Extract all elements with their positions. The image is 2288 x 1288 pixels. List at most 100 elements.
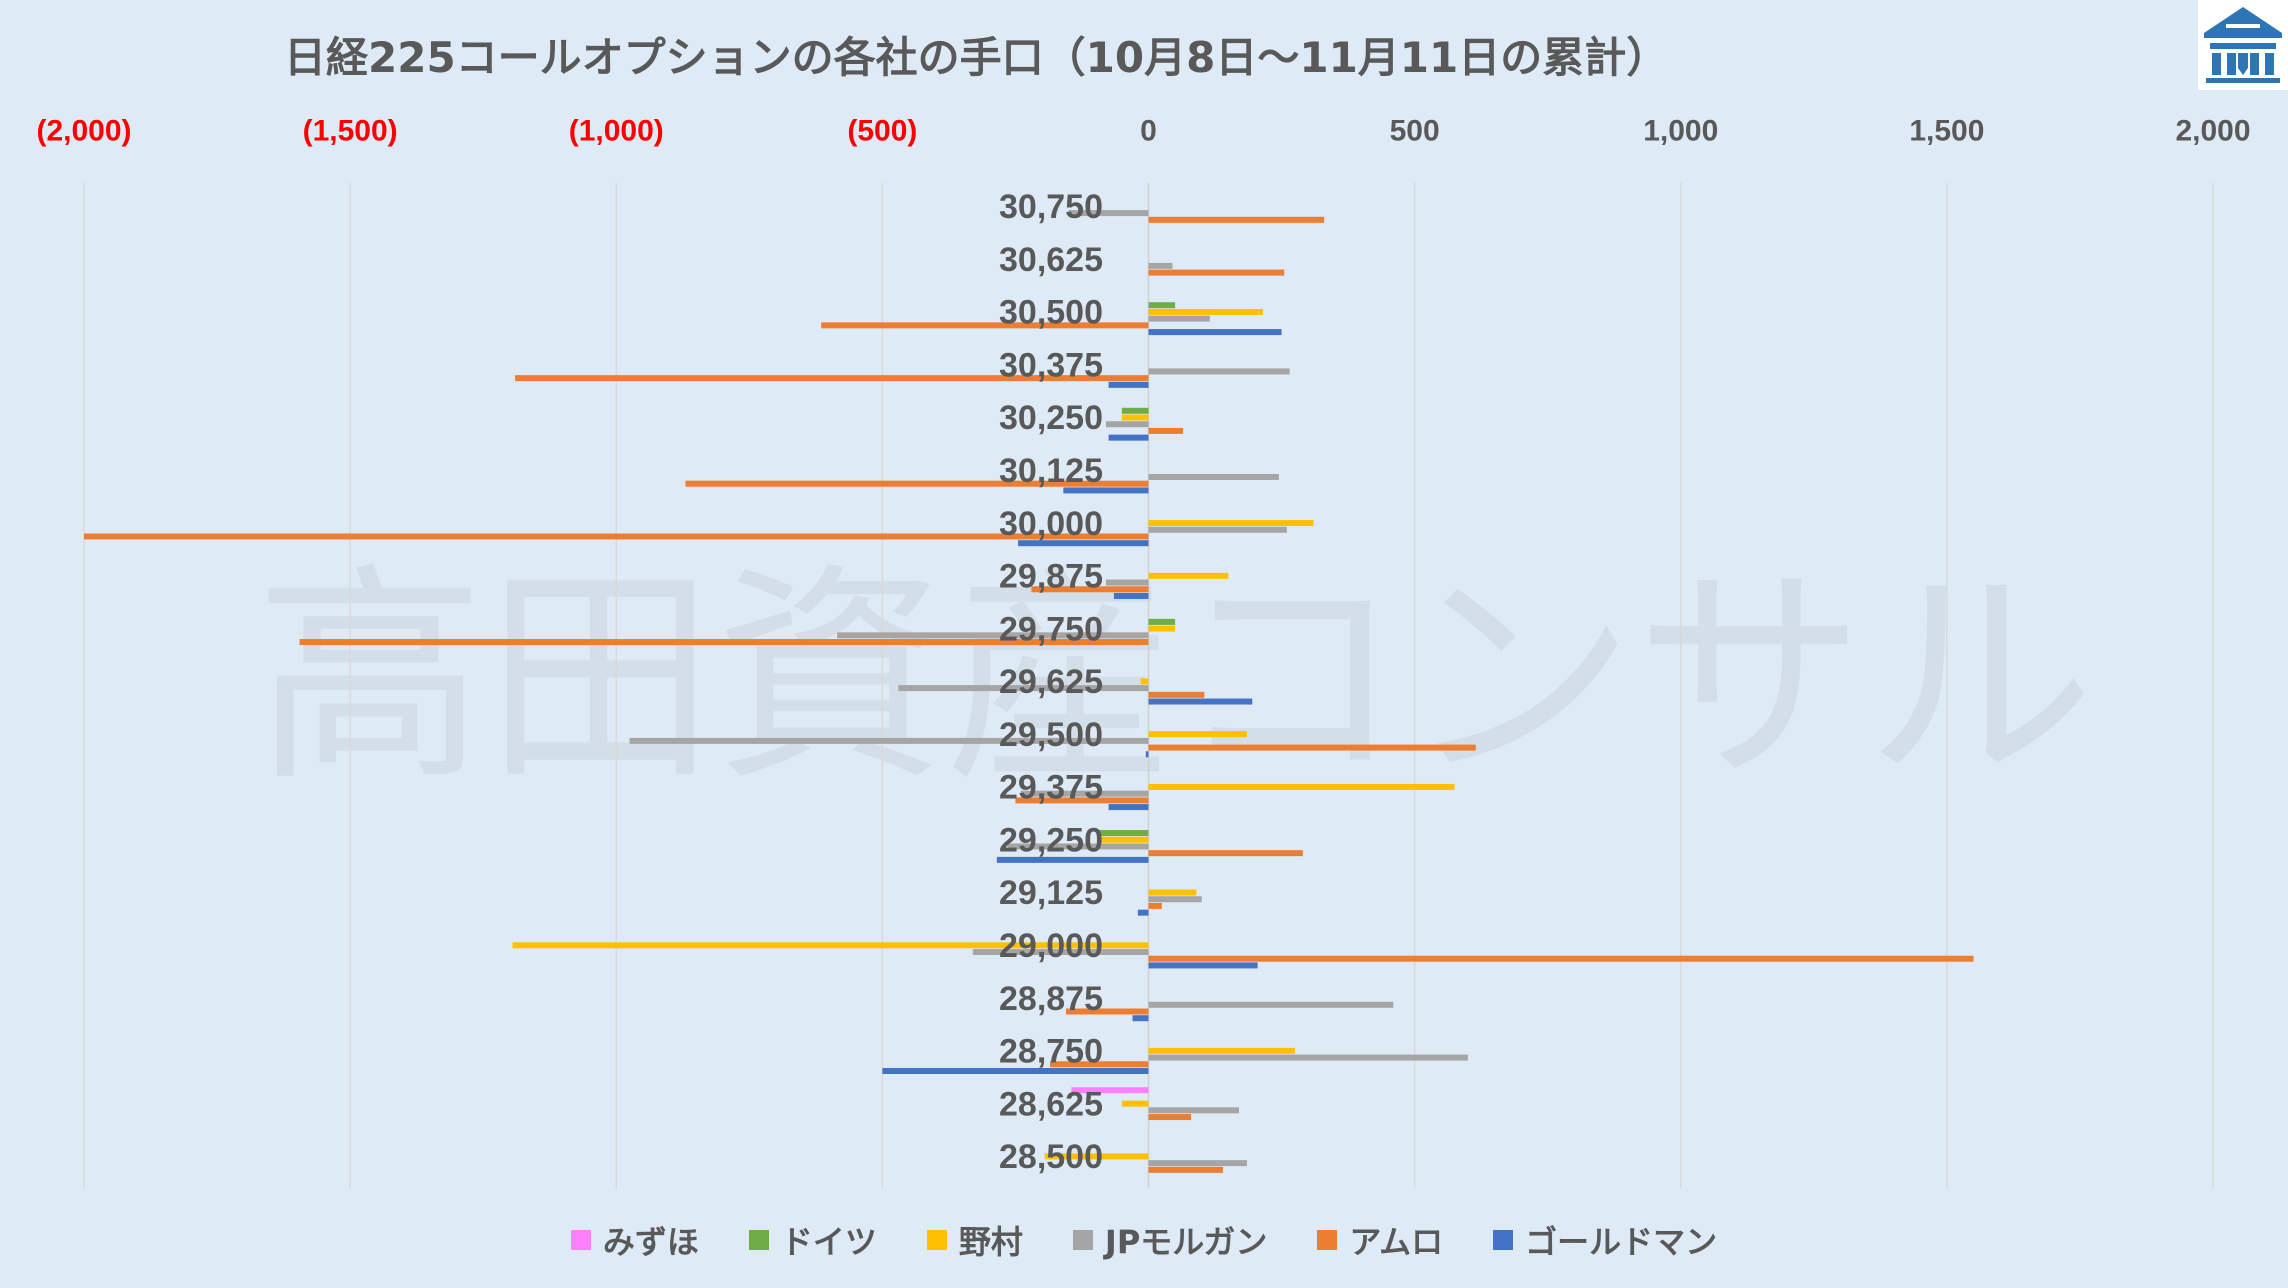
legend-label: アムロ [1349, 1223, 1444, 1261]
bar-goldman-30500 [1148, 329, 1282, 336]
legend-label: ゴールドマン [1525, 1223, 1718, 1261]
bar-jpmorgan-30750 [1068, 210, 1149, 217]
bar-amro-29375 [1015, 797, 1149, 804]
category-label: 28,875 [999, 980, 1103, 1018]
legend-item-jpmorgan: JPモルガン [1072, 1217, 1267, 1263]
category-label: 30,125 [999, 452, 1103, 490]
category-label: 28,500 [999, 1138, 1103, 1176]
bar-jpmorgan-30250 [1105, 421, 1149, 428]
bar-nomura-29000 [512, 942, 1149, 949]
x-tick-label: (2,000) [36, 115, 131, 148]
bar-goldman-30125 [1063, 487, 1149, 494]
x-tick-label: 0 [1140, 115, 1157, 148]
bar-nomura-29500 [1148, 731, 1247, 738]
bar-nomura-29375 [1148, 783, 1455, 790]
bar-goldman-30250 [1108, 434, 1149, 441]
category-label: 30,375 [999, 346, 1103, 384]
category-label: 29,000 [999, 927, 1103, 965]
legend-item-goldman: ゴールドマン [1493, 1217, 1717, 1263]
bar-jpmorgan-29625 [898, 685, 1149, 692]
legend-swatch-nomura [926, 1230, 947, 1250]
bar-jpmorgan-30500 [1148, 315, 1210, 322]
category-label: 30,500 [999, 294, 1103, 332]
legend-item-mizuho: みずほ [570, 1217, 699, 1263]
bar-deutsche-30500 [1148, 302, 1176, 309]
category-label: 29,250 [999, 821, 1103, 859]
legend-swatch-mizuho [570, 1230, 591, 1250]
bar-amro-30750 [1148, 216, 1325, 223]
legend-swatch-jpmorgan [1072, 1230, 1093, 1250]
x-tick-label: 2,000 [2175, 115, 2250, 148]
bar-goldman-29625 [1148, 698, 1253, 705]
bar-amro-30125 [685, 480, 1149, 487]
bar-jpmorgan-30375 [1148, 368, 1290, 375]
bar-jpmorgan-29375 [1020, 790, 1149, 797]
bar-amro-29000 [1148, 955, 1974, 962]
bar-amro-29875 [1031, 586, 1149, 593]
bar-nomura-30000 [1148, 520, 1314, 527]
legend-label: 野村 [958, 1223, 1023, 1261]
x-tick-label: 1,500 [1909, 115, 1984, 148]
bar-goldman-29000 [1148, 962, 1258, 969]
bar-jpmorgan-30125 [1148, 473, 1279, 480]
bar-deutsche-29250 [1097, 830, 1149, 837]
bar-nomura-30250 [1121, 414, 1149, 421]
bar-amro-28750 [1050, 1061, 1149, 1068]
category-label: 30,625 [999, 241, 1103, 279]
bar-amro-29500 [1148, 744, 1476, 751]
bar-goldman-28875 [1132, 1015, 1149, 1022]
category-label: 30,000 [999, 505, 1103, 543]
legend-label: ドイツ [780, 1223, 877, 1261]
category-label: 29,750 [999, 610, 1103, 648]
category-label: 29,125 [999, 874, 1103, 912]
bar-nomura-30500 [1148, 308, 1263, 315]
bar-nomura-29125 [1148, 889, 1197, 896]
bar-amro-30500 [821, 322, 1149, 329]
bar-jpmorgan-29750 [837, 632, 1149, 639]
bar-jpmorgan-29875 [1105, 579, 1149, 586]
bar-goldman-29125 [1137, 909, 1149, 916]
bar-amro-29750 [299, 639, 1149, 646]
bar-nomura-28625 [1121, 1100, 1149, 1107]
category-label: 29,875 [999, 558, 1103, 596]
category-label: 30,250 [999, 399, 1103, 437]
bar-goldman-28750 [882, 1067, 1149, 1074]
bar-nomura-29875 [1148, 572, 1229, 579]
x-tick-label: 500 [1390, 115, 1440, 148]
bar-amro-30250 [1148, 427, 1184, 434]
legend-swatch-amro [1317, 1230, 1338, 1250]
bar-jpmorgan-29250 [1007, 843, 1149, 850]
bar-amro-29625 [1148, 691, 1205, 698]
bar-nomura-28500 [1044, 1153, 1149, 1160]
legend-swatch-deutsche [748, 1230, 769, 1250]
bar-amro-29125 [1148, 902, 1162, 909]
legend-item-deutsche: ドイツ [748, 1217, 877, 1263]
bar-nomura-29625 [1140, 678, 1149, 685]
bar-jpmorgan-30625 [1148, 262, 1173, 269]
category-labels: 30,750 30,625 30,500 30,375 30,250 30,125 30,0… [999, 188, 1103, 1176]
bar-nomura-29750 [1148, 625, 1176, 632]
bar-amro-28500 [1148, 1166, 1224, 1173]
bar-jpmorgan-28625 [1148, 1107, 1239, 1114]
bar-goldman-29875 [1113, 592, 1149, 599]
x-tick-label: (1,000) [569, 115, 664, 148]
legend-item-amro: アムロ [1317, 1217, 1443, 1263]
bar-amro-28625 [1148, 1114, 1192, 1121]
bar-jpmorgan-29125 [1148, 896, 1202, 903]
legend-label: みずほ [602, 1223, 699, 1261]
category-label: 29,625 [999, 663, 1103, 701]
bar-jpmorgan-29000 [972, 949, 1149, 956]
bar-jpmorgan-28750 [1148, 1054, 1468, 1061]
x-tick-label: (500) [847, 115, 917, 148]
chart-title: 日経225コールオプションの各社の手口（10月8日～11月11日の累計） [284, 33, 1669, 82]
bar-jpmorgan-29500 [629, 737, 1149, 744]
bars [84, 210, 1974, 1173]
bar-mizuho-28625 [1071, 1087, 1149, 1094]
legend-swatch-goldman [1493, 1230, 1514, 1250]
company-logo-icon [2198, 0, 2288, 90]
category-label: 28,625 [999, 1085, 1103, 1123]
bar-jpmorgan-28875 [1148, 1001, 1394, 1008]
watermark-text: 高田資産コンサル [255, 546, 2095, 813]
bar-goldman-30375 [1108, 381, 1149, 388]
